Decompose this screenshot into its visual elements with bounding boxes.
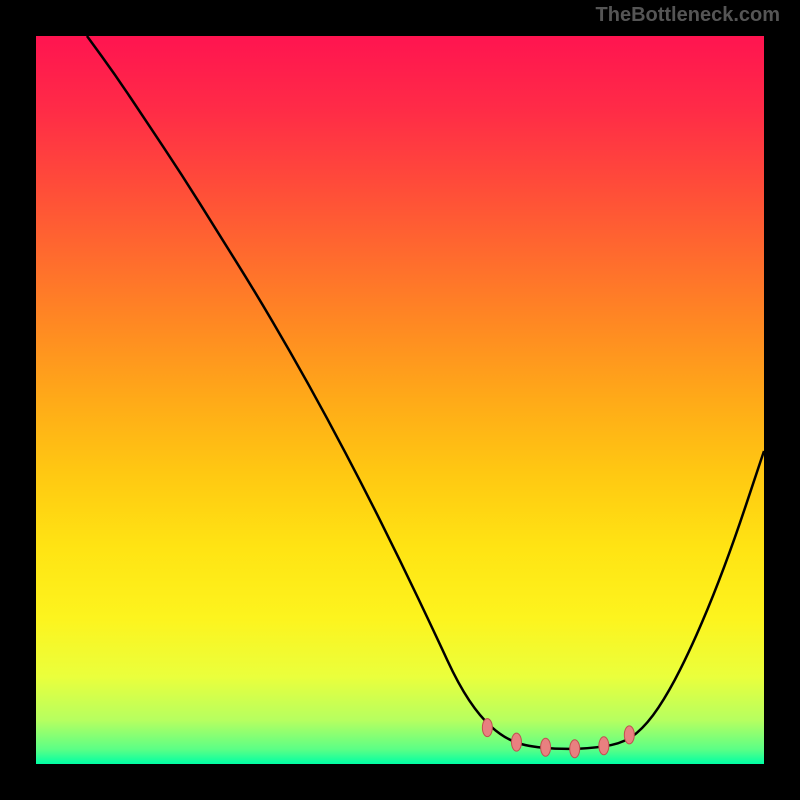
watermark-text: TheBottleneck.com: [596, 4, 780, 27]
marker-point: [541, 738, 551, 756]
chart-plot-area: [36, 36, 764, 764]
bottleneck-curve: [36, 36, 764, 764]
marker-point: [599, 737, 609, 755]
marker-point: [482, 719, 492, 737]
curve-line: [87, 36, 764, 749]
marker-point: [570, 740, 580, 758]
marker-point: [511, 733, 521, 751]
marker-point: [624, 726, 634, 744]
